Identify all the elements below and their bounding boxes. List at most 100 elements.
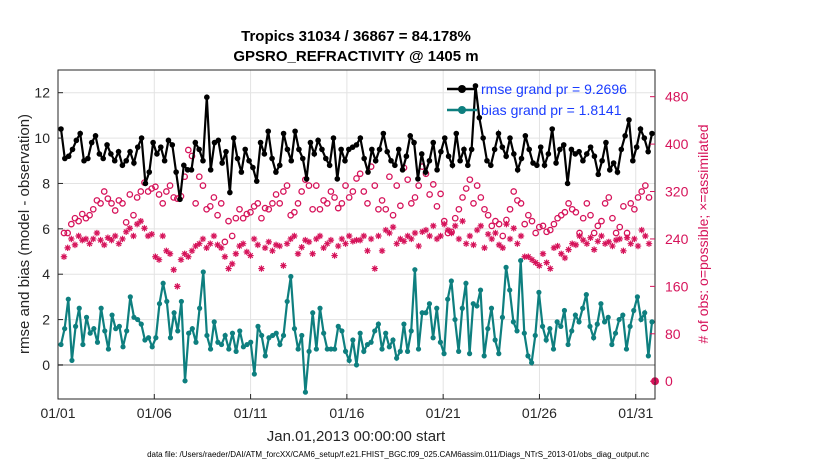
rmse-point: [641, 135, 648, 141]
assimilated-obs-marker: [382, 226, 389, 234]
assimilated-obs-marker: [601, 240, 609, 247]
bias-point: [109, 312, 115, 318]
bias-point: [226, 346, 232, 352]
rmse-point: [626, 117, 632, 123]
possible-obs-marker: [371, 182, 379, 189]
bias-point: [262, 353, 268, 359]
y-tick-label-left: 2: [42, 312, 50, 328]
rmse-point: [284, 146, 291, 153]
bias-point: [642, 310, 648, 316]
possible-obs-marker: [462, 185, 470, 192]
assimilated-obs-marker: [547, 265, 554, 272]
rmse-point: [357, 135, 364, 141]
assimilated-obs-marker: [338, 235, 346, 243]
possible-obs-marker: [356, 170, 364, 178]
assimilated-obs-marker: [196, 240, 203, 247]
assimilated-obs-marker: [572, 241, 580, 249]
bias-point: [306, 348, 312, 354]
assimilated-obs-marker: [316, 232, 324, 240]
possible-obs-marker: [415, 182, 423, 189]
rmse-point: [518, 155, 525, 162]
assimilated-obs-marker: [517, 232, 525, 240]
bias-point: [627, 323, 633, 329]
assimilated-obs-marker: [170, 266, 177, 273]
possible-obs-marker: [455, 205, 463, 213]
y-axis-label-right: # of obs: o=possible; ×=assimilated: [695, 124, 711, 343]
rmse-point: [376, 146, 383, 153]
assimilated-obs-marker: [543, 259, 550, 266]
possible-obs-marker: [239, 214, 247, 222]
rmse-point: [307, 139, 314, 146]
y-tick-label-right: 400: [665, 136, 689, 152]
assimilated-obs-marker: [492, 229, 499, 237]
assimilated-obs-marker: [444, 226, 452, 234]
bias-point: [521, 330, 527, 336]
bias-point: [525, 353, 531, 359]
assimilated-obs-marker: [587, 234, 594, 241]
bias-point: [186, 330, 192, 336]
bias-point: [153, 335, 159, 341]
possible-obs-marker: [488, 222, 496, 230]
rmse-point: [242, 146, 249, 153]
possible-obs-marker: [353, 175, 360, 182]
bias-point: [532, 332, 538, 339]
possible-obs-marker: [119, 200, 126, 207]
rmse-point: [288, 157, 295, 164]
bias-point: [383, 330, 389, 336]
bias-point: [335, 323, 341, 329]
bias-point: [496, 351, 502, 357]
rmse-point: [507, 135, 513, 141]
rmse-point: [292, 128, 298, 135]
assimilated-obs-marker: [144, 232, 152, 240]
possible-obs-marker: [404, 176, 412, 184]
y-tick-label-left: 0: [42, 357, 50, 373]
bias-point: [72, 323, 79, 329]
rmse-point: [319, 146, 325, 153]
bias-point: [598, 301, 604, 307]
assimilated-obs-marker: [612, 236, 620, 244]
rmse-point: [338, 146, 344, 153]
rmse-point: [230, 135, 237, 141]
assimilated-obs-marker: [130, 232, 137, 240]
assimilated-obs-marker: [298, 244, 305, 251]
rmse-point: [630, 157, 636, 164]
possible-obs-marker: [163, 188, 170, 195]
assimilated-obs-marker: [371, 265, 378, 272]
assimilated-obs-marker: [64, 244, 71, 252]
possible-obs-marker: [184, 146, 192, 154]
bias-point: [390, 337, 396, 343]
rmse-point: [184, 167, 191, 173]
assimilated-obs-marker: [79, 236, 86, 244]
possible-obs-marker: [269, 200, 276, 207]
assimilated-obs-marker: [254, 241, 261, 249]
rmse-point: [250, 164, 256, 171]
rmse-point: [157, 144, 164, 150]
bias-point: [485, 326, 491, 332]
assimilated-obs-marker: [250, 235, 258, 243]
assimilated-obs-marker: [327, 236, 335, 244]
bias-point: [375, 321, 381, 327]
bias-point: [62, 326, 68, 332]
rmse-point: [457, 157, 463, 164]
assimilated-obs-marker: [499, 244, 506, 252]
bias-point: [218, 341, 225, 348]
possible-obs-marker: [565, 200, 572, 207]
possible-obs-marker: [331, 194, 338, 201]
assimilated-obs-marker: [356, 236, 364, 244]
bias-point: [255, 323, 261, 329]
assimilated-obs-marker: [349, 238, 357, 245]
possible-obs-marker: [243, 210, 251, 218]
possible-obs-marker: [631, 205, 638, 213]
assimilated-obs-marker: [192, 242, 199, 250]
rmse-point: [119, 162, 126, 169]
grid-lines: [57, 70, 655, 399]
bias-point: [368, 339, 374, 345]
bias-point: [507, 287, 513, 293]
assimilated-obs-marker: [484, 231, 492, 238]
rmse-point: [100, 155, 107, 162]
assimilated-obs-marker: [462, 240, 470, 247]
bias-point: [605, 314, 611, 320]
rmse-point: [238, 169, 245, 175]
assimilated-obs-marker: [71, 241, 79, 249]
possible-obs-marker: [495, 220, 503, 228]
